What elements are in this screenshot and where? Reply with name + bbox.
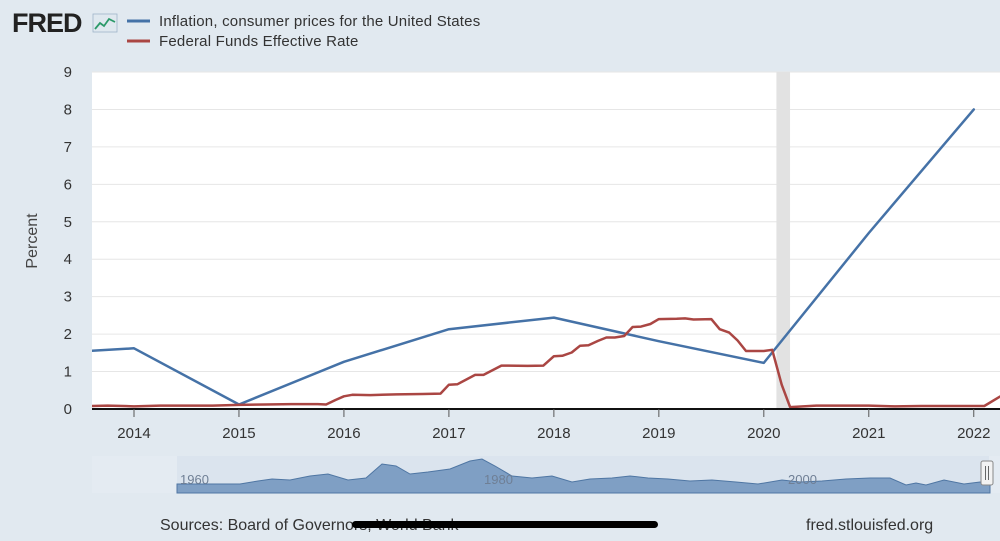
y-tick-label: 9 [64, 64, 72, 81]
y-tick-label: 8 [64, 101, 72, 118]
fred-logo-chart-icon [92, 13, 118, 33]
fred-logo[interactable]: FRED [12, 8, 118, 38]
x-tick-label: 2020 [747, 425, 780, 442]
navigator-label-2000: 2000 [788, 472, 817, 487]
recession-band [776, 72, 791, 409]
y-tick-label: 4 [64, 251, 72, 268]
x-tick-label: 2022 [957, 425, 990, 442]
x-tick-label: 2014 [117, 425, 150, 442]
series-line-fedfunds[interactable] [92, 317, 1000, 409]
legend-label-fedfunds[interactable]: Federal Funds Effective Rate [159, 33, 359, 50]
series-lines [29, 108, 1000, 409]
x-tick-label: 2017 [432, 425, 465, 442]
x-tick-label: 2016 [327, 425, 360, 442]
grid-lines [92, 71, 1000, 373]
fred-logo-text: FRED [12, 8, 82, 38]
plot-area [92, 72, 1000, 409]
x-axis-ticks: 2014 2015 2016 2017 2018 2019 2020 2021 2022 [117, 409, 990, 442]
y-tick-label: 7 [64, 139, 72, 156]
x-tick-label: 2015 [222, 425, 255, 442]
y-tick-label: 6 [64, 176, 72, 193]
y-tick-label: 5 [64, 214, 72, 231]
y-tick-label: 2 [64, 326, 72, 343]
navigator-label-1960: 1960 [180, 472, 209, 487]
footer-site-link[interactable]: fred.stlouisfed.org [806, 517, 933, 534]
y-tick-label: 3 [64, 289, 72, 306]
x-tick-label: 2021 [852, 425, 885, 442]
y-tick-label: 1 [64, 364, 72, 381]
recession-shading [776, 72, 791, 409]
legend: Inflation, consumer prices for the Unite… [127, 13, 480, 50]
y-axis-label: Percent [24, 213, 41, 269]
legend-label-inflation[interactable]: Inflation, consumer prices for the Unite… [159, 13, 480, 30]
home-indicator-bar [352, 521, 658, 528]
x-tick-label: 2018 [537, 425, 570, 442]
y-tick-label: 0 [64, 401, 72, 418]
range-navigator[interactable]: 1960 1980 2000 [92, 456, 1000, 494]
navigator-series-area [176, 458, 991, 494]
y-axis-ticks: 0 1 2 3 4 5 6 7 8 9 [64, 64, 72, 418]
navigator-label-1980: 1980 [484, 472, 513, 487]
x-tick-label: 2019 [642, 425, 675, 442]
series-line-inflation[interactable] [29, 108, 976, 406]
navigator-right-handle[interactable] [980, 460, 994, 486]
